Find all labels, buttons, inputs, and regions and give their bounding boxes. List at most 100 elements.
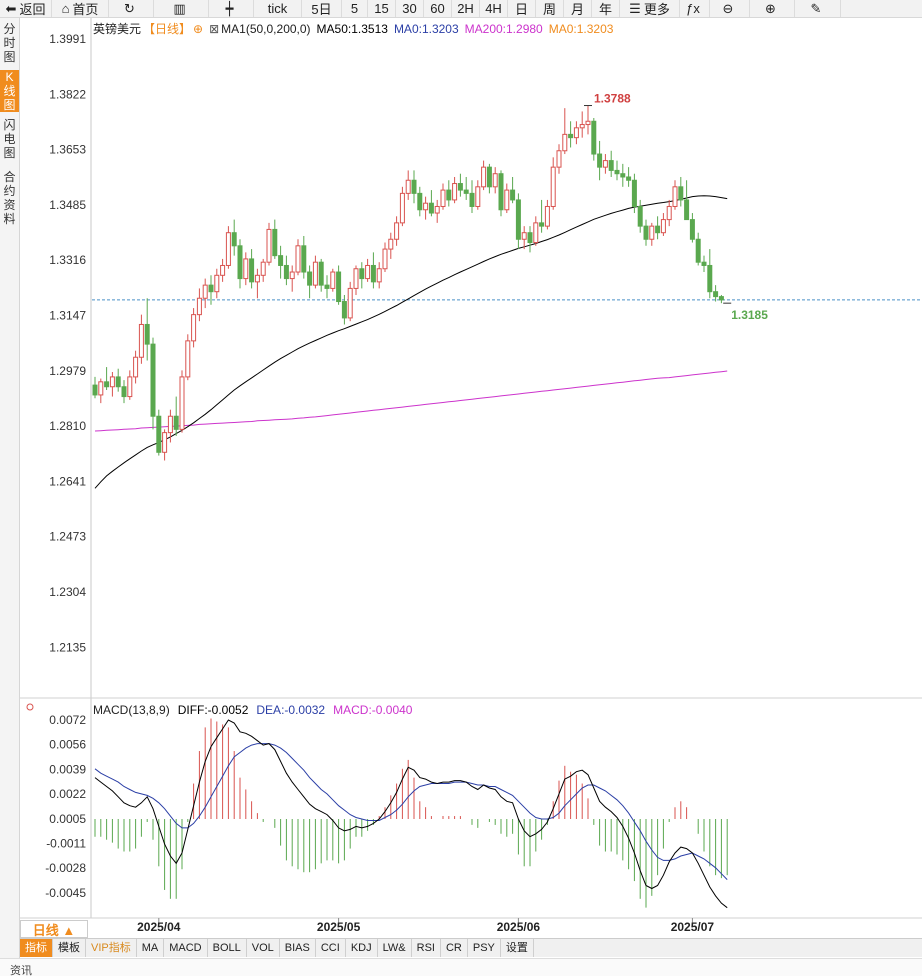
indicator-tab-模板[interactable]: 模板 (53, 939, 86, 957)
date-tick-label: 2025/05 (317, 920, 361, 934)
candle-body (109, 376, 115, 388)
period-12-button[interactable]: 4H (480, 0, 508, 17)
zoom-out-button[interactable]: ⊖ (710, 0, 750, 17)
indicator-tab-指标[interactable]: 指标 (20, 939, 53, 957)
period-8-button[interactable]: 15 (368, 0, 396, 17)
candle-body (220, 264, 226, 276)
add-indicator-icon[interactable]: ⊕ (193, 21, 204, 36)
candle-button[interactable]: ┿ (209, 0, 254, 17)
candle-body (243, 258, 249, 280)
macd-tick-label: 0.0072 (49, 713, 86, 727)
candle-body (684, 199, 690, 221)
arrow-left-icon: ⬅ (5, 0, 17, 16)
sidebar-tab-2[interactable]: 闪电图 (3, 118, 16, 160)
period-9-button[interactable]: 30 (396, 0, 424, 17)
candle-body (289, 271, 295, 280)
indicator-tab-ma[interactable]: MA (137, 939, 165, 957)
indicator-tab-lw&[interactable]: LW& (378, 939, 412, 957)
price-tick-label: 1.3485 (49, 198, 86, 212)
formula-button[interactable]: ƒx (680, 0, 710, 17)
toolbar-label: 更多 (643, 2, 670, 17)
candle-body (324, 284, 330, 289)
candle-body (457, 183, 463, 191)
price-tick-label: 1.2135 (49, 640, 86, 654)
price-tick-label: 1.2473 (49, 530, 86, 544)
toolbar-label: 15 (374, 1, 389, 16)
price-tick-label: 1.2810 (49, 419, 86, 433)
refresh-button[interactable]: ↻ (109, 0, 154, 17)
indicator-tab-cci[interactable]: CCI (316, 939, 346, 957)
candle-body (626, 176, 632, 181)
period-13-button[interactable]: 日 (508, 0, 536, 17)
candle-body (672, 186, 678, 207)
ma50-line (94, 195, 728, 489)
zoom-out-icon: ⊖ (722, 0, 734, 16)
macd-settings-icon (26, 703, 34, 711)
ma0b-value: MA0:1.3203 (548, 21, 614, 36)
candle-body (133, 356, 139, 378)
pen-button[interactable]: ✎ (795, 0, 841, 17)
indicator-tab-boll[interactable]: BOLL (208, 939, 247, 957)
period-14-button[interactable]: 周 (536, 0, 564, 17)
candle-body (214, 274, 220, 293)
macd-dea-value: DEA:-0.0032 (256, 703, 326, 717)
period-5-button[interactable]: tick (254, 0, 302, 17)
candle-body (104, 381, 110, 388)
chart-bars-button[interactable]: ▥ (154, 0, 209, 17)
candle-body (336, 271, 342, 303)
candle-body (202, 284, 208, 299)
candle-body (469, 192, 475, 207)
indicator-tab-macd[interactable]: MACD (164, 939, 208, 957)
candle-body (434, 205, 440, 214)
period-11-button[interactable]: 2H (452, 0, 480, 17)
candle-body (312, 261, 318, 286)
candle-body (347, 287, 353, 319)
macd-tick-label: 0.0022 (49, 787, 86, 801)
candle-body (446, 189, 452, 201)
ma50-value: MA50:1.3513 (316, 21, 388, 36)
candle-body (127, 376, 133, 398)
sidebar-tab-3[interactable]: 合约资料 (3, 170, 16, 226)
macd-tick-label: 0.0039 (49, 762, 86, 776)
period-7-button[interactable]: 5 (342, 0, 368, 17)
indicator-tab-vip指标[interactable]: VIP指标 (86, 939, 137, 957)
period-15-button[interactable]: 月 (564, 0, 592, 17)
candle-body (144, 323, 150, 345)
sidebar-tab-0[interactable]: 分时图 (3, 22, 16, 64)
zoom-in-button[interactable]: ⊕ (750, 0, 795, 17)
indicator-tab-rsi[interactable]: RSI (412, 939, 441, 957)
candle-body (498, 173, 504, 211)
indicator-tab-psy[interactable]: PSY (468, 939, 501, 957)
indicator-tab-设置[interactable]: 设置 (501, 939, 534, 957)
candle-body (301, 245, 307, 273)
period-10-button[interactable]: 60 (424, 0, 452, 17)
candle-body (156, 415, 162, 453)
indicator-tab-bias[interactable]: BIAS (280, 939, 316, 957)
period-tag[interactable]: 【日线】 (143, 22, 192, 36)
indicator-tab-vol[interactable]: VOL (247, 939, 280, 957)
candle-body (278, 255, 284, 266)
refresh-icon: ↻ (124, 0, 135, 16)
menu-button[interactable]: ☰ 更多 (620, 0, 680, 17)
candle-body (556, 150, 562, 168)
candle-body (515, 199, 521, 240)
indicator-tab-kdj[interactable]: KDJ (346, 939, 378, 957)
arrow-left-button[interactable]: ⬅ 返回 (0, 0, 52, 17)
candle-icon: ┿ (225, 0, 234, 16)
macd-tick-label: -0.0045 (45, 886, 86, 900)
candle-body (608, 160, 614, 171)
home-button[interactable]: ⌂ 首页 (52, 0, 109, 17)
period-6-button[interactable]: 5日 (302, 0, 342, 17)
candle-body (382, 248, 388, 270)
candle-body (568, 133, 574, 139)
indicator-tab-cr[interactable]: CR (441, 939, 468, 957)
chart-svg[interactable]: 1.3991 1.3822 1.3653 1.3485 1.3316 1.3147 1.29… (20, 18, 922, 938)
period-16-button[interactable]: 年 (592, 0, 620, 17)
candle-body (678, 186, 684, 201)
candle-body (718, 296, 724, 301)
period-selector[interactable]: 日线 ▲ (20, 920, 88, 938)
toolbar-label: 周 (542, 2, 556, 17)
ma-indicator-icon[interactable]: ⊠ (209, 21, 220, 36)
